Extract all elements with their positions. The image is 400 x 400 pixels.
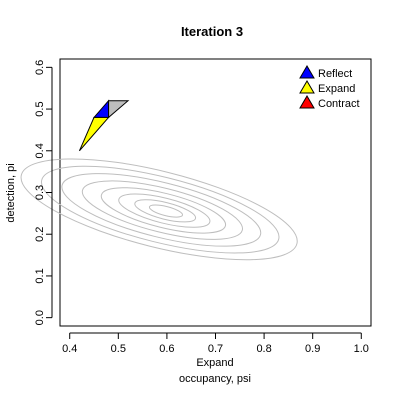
contour-line xyxy=(148,204,184,218)
x-tick-label: 0.5 xyxy=(111,343,126,355)
contour-line xyxy=(40,165,280,254)
legend-marker xyxy=(299,95,315,109)
y-tick-label: 0.0 xyxy=(34,310,46,325)
legend-label: Expand xyxy=(318,83,355,95)
contour-line xyxy=(20,158,298,261)
legend-marker xyxy=(299,65,315,79)
simplex-triangle xyxy=(92,99,110,118)
legend-label: Contract xyxy=(318,98,360,110)
x-axis: 0.4 0.5 0.6 0.7 0.8 0.9 1.0 xyxy=(62,332,369,355)
annotation-text: Expand xyxy=(196,357,233,369)
x-tick-label: 0.8 xyxy=(256,343,271,355)
y-tick-label: 0.2 xyxy=(34,227,46,242)
contour-line xyxy=(134,199,197,223)
x-tick-label: 0.9 xyxy=(305,343,320,355)
x-tick-label: 0.4 xyxy=(62,343,77,355)
contour-line xyxy=(118,193,211,228)
y-tick-label: 0.5 xyxy=(34,101,46,116)
contour-line xyxy=(81,180,243,240)
simplex-triangles xyxy=(78,99,130,152)
chart-title: Iteration 3 xyxy=(181,24,243,39)
y-tick-label: 0.3 xyxy=(34,185,46,200)
contour-line xyxy=(100,187,227,234)
likelihood-contours xyxy=(20,158,298,261)
contour-line xyxy=(61,173,262,247)
simplex-triangle xyxy=(108,100,130,119)
plot-area xyxy=(59,58,372,327)
y-axis: 0.0 0.1 0.2 0.3 0.4 0.5 0.6 xyxy=(34,60,53,325)
x-tick-label: 1.0 xyxy=(354,343,369,355)
legend: Reflect Expand Contract xyxy=(299,65,360,110)
y-tick-label: 0.6 xyxy=(34,60,46,75)
y-axis-label: detection, pi xyxy=(5,163,17,222)
y-tick-label: 0.1 xyxy=(34,268,46,283)
legend-marker xyxy=(299,80,315,94)
legend-label: Reflect xyxy=(318,68,352,80)
y-tick-label: 0.4 xyxy=(34,143,46,158)
x-tick-label: 0.7 xyxy=(208,343,223,355)
simplex-triangle xyxy=(78,116,110,152)
x-axis-label: occupancy, psi xyxy=(179,373,251,385)
x-tick-label: 0.6 xyxy=(159,343,174,355)
